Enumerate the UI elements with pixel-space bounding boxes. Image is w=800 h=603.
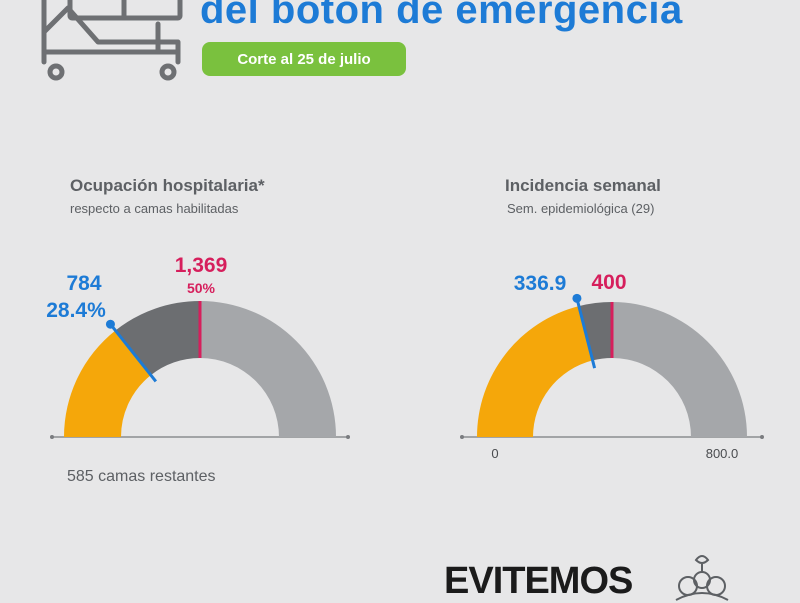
occupancy-value-label: 784 [66, 272, 101, 295]
incidence-value-label: 336.9 [514, 272, 567, 295]
occupancy-value-needle-dot [105, 319, 115, 329]
remaining-beds-note: 585 camas restantes [67, 468, 216, 485]
occupancy-value-needle [109, 323, 158, 383]
incidence-threshold-label: 400 [591, 271, 626, 294]
incidence-min-label: 0 [491, 446, 498, 461]
occupancy-value-percent-label: 28.4% [46, 299, 106, 322]
incidence-axis-end-right [760, 435, 764, 439]
occupancy-threshold-label: 1,369 [175, 254, 228, 277]
occupancy-axis-end-left [50, 435, 54, 439]
incidence-title: Incidencia semanal [505, 176, 661, 195]
incidence-value-needle-dot [572, 293, 582, 303]
hospital-bed-icon [41, 0, 183, 81]
occupancy-gauge-value [64, 330, 151, 437]
occupancy-axis-end-right [346, 435, 350, 439]
incidence-gauge-value [477, 306, 593, 437]
incidence-max-label: 800.0 [706, 446, 739, 461]
brand-logo: EVITEMOS [444, 560, 633, 602]
occupancy-gauge-rest [200, 301, 336, 437]
incidence-gauge-to-threshold [578, 302, 612, 361]
occupancy-title: Ocupación hospitalaria* [70, 176, 265, 195]
coat-of-arms-icon [675, 555, 729, 601]
incidence-axis-end-left [460, 435, 464, 439]
page-headline: del boton de emergencia [200, 0, 683, 32]
incidence-value-needle [575, 297, 597, 369]
date-badge: Corte al 25 de julio [202, 42, 406, 76]
incidence-gauge-rest [612, 302, 747, 437]
occupancy-subtitle: respecto a camas habilitadas [70, 201, 239, 216]
occupancy-threshold-percent-label: 50% [187, 280, 216, 296]
incidence-subtitle: Sem. epidemiológica (29) [507, 201, 655, 216]
